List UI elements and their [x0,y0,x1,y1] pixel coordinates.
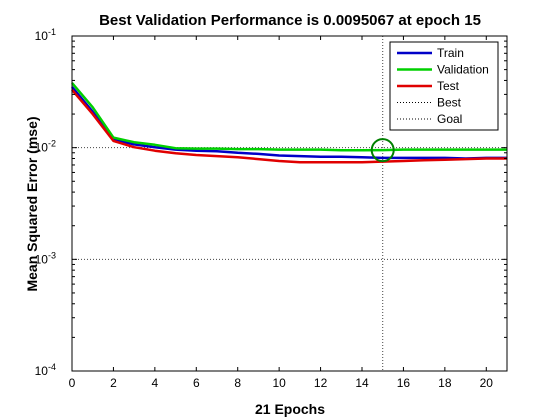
x-tick-label: 8 [234,376,241,390]
y-axis-ticks: 10-410-310-210-1 [35,27,507,378]
x-tick-label: 14 [355,376,369,390]
y-tick-exponent: -1 [48,27,56,37]
series-line-test [71,88,507,164]
x-tick-label: 18 [438,376,452,390]
series-layer [71,82,507,164]
grid-layer [72,36,507,371]
x-tick-label: 10 [272,376,286,390]
legend-label-train: Train [437,46,464,60]
legend-label-goal: Goal [437,112,462,126]
y-tick-label: 10-4 [35,362,56,378]
y-tick-exponent: -3 [48,250,56,260]
y-tick-label: 10-1 [35,27,56,43]
x-axis-label: 21 Epochs [255,401,325,417]
y-axis-label: Mean Squared Error (mse) [24,116,40,291]
y-tick-exponent: -2 [48,139,56,149]
best-point-marker [370,138,395,163]
x-tick-label: 2 [110,376,117,390]
legend: Train Validation Test Best Goal [389,41,499,131]
chart-title: Best Validation Performance is 0.0095067… [99,12,481,29]
series-line-validation [71,82,507,152]
x-tick-label: 0 [69,376,76,390]
series-line-train [71,86,507,160]
x-axis-ticks: 0 2 4 6 8 10 12 14 16 18 20 [69,36,494,390]
y-tick-exponent: -4 [48,362,56,372]
legend-label-best: Best [437,96,462,110]
legend-label-validation: Validation [437,63,489,77]
x-tick-label: 6 [193,376,200,390]
x-tick-label: 12 [314,376,328,390]
x-tick-label: 4 [152,376,159,390]
legend-label-test: Test [437,79,460,93]
x-tick-label: 16 [397,376,411,390]
plot-frame [71,35,508,372]
x-tick-label: 20 [480,376,494,390]
